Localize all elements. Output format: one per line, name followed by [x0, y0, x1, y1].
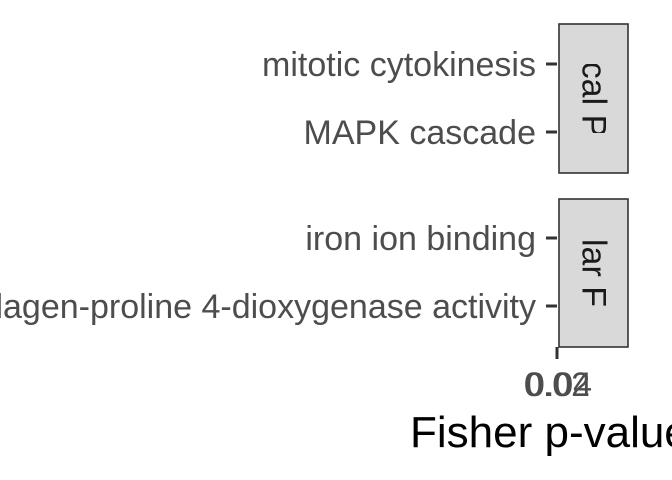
facet-strip	[558, 23, 629, 174]
category-label: iron ion binding	[305, 220, 536, 258]
x-tick-label: 0.02	[524, 366, 590, 404]
facet-strip	[558, 198, 629, 348]
x-axis-title: Fisher p-value	[410, 408, 672, 457]
x-tick-label: 0.04	[526, 366, 592, 404]
facet-strip-label: Molecular Function	[575, 129, 613, 416]
category-label: procollagen-proline 4-dioxygenase activi…	[0, 288, 536, 326]
category-label: mitotic cytokinesis	[262, 46, 536, 84]
category-label: MAPK cascade	[304, 114, 536, 152]
facet-strip-label: Biological Process	[575, 0, 613, 237]
